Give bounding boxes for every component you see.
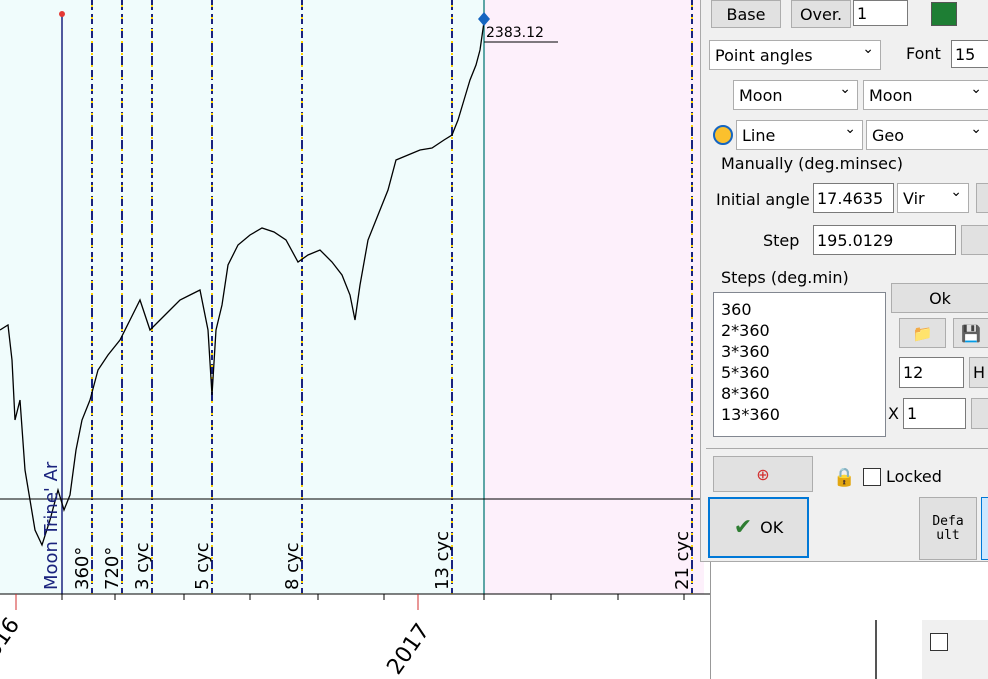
step-arrow-button[interactable] [961, 225, 988, 255]
x-ticks [15, 594, 685, 610]
over-input[interactable]: 1 [853, 0, 908, 26]
over-button[interactable]: Over. [791, 0, 851, 28]
cycle-label: Moon Trine' Ar [41, 461, 62, 590]
x-label: X [888, 404, 899, 423]
font-label: Font [906, 44, 941, 63]
start-marker [59, 11, 65, 17]
arrow-button[interactable] [976, 183, 988, 213]
open-button[interactable]: 📁 [899, 318, 946, 348]
font-input[interactable]: 15 [951, 40, 988, 68]
planet1-select[interactable]: Moon [733, 80, 858, 110]
manual-group-label: Manually (deg.minsec) [721, 154, 904, 173]
lock-icon: 🔒 [833, 467, 856, 488]
steps-item[interactable]: 5*360 [721, 363, 770, 382]
locked-label: Locked [886, 467, 942, 486]
step-label: Step [763, 231, 800, 250]
base-button[interactable]: Base [711, 0, 781, 28]
coord-select[interactable]: Geo [866, 120, 988, 150]
ok-small-button[interactable]: Ok [891, 283, 988, 313]
cycle-lines [61, 0, 693, 594]
sign-select[interactable]: Vir [897, 183, 969, 213]
ok-button[interactable]: ✔ OK [708, 497, 809, 558]
draw-mode-select[interactable]: Line [736, 120, 863, 150]
excel-icon[interactable] [931, 2, 957, 26]
cycle-label: 720° [102, 547, 123, 590]
ok-label: OK [760, 518, 784, 537]
checkbox[interactable] [930, 633, 948, 651]
locked-checkbox[interactable] [863, 468, 881, 486]
divider [875, 620, 877, 679]
h-button[interactable]: H [969, 357, 988, 388]
cycle-label: 3 cyc [132, 542, 153, 590]
initial-angle-input[interactable]: 17.4635 [813, 183, 894, 213]
angle-mode-select[interactable]: Point angles [709, 40, 881, 70]
o-button[interactable] [971, 398, 988, 429]
cycle-labels: Moon Trine' Ar 360° 720° 3 cyc 5 cyc 8 c… [41, 461, 693, 590]
count-input[interactable]: 12 [899, 357, 964, 388]
x-input[interactable]: 1 [903, 398, 966, 429]
steps-item[interactable]: 2*360 [721, 321, 770, 340]
dialog: Base Over. 1 Point angles Font 15 Moon M… [700, 0, 988, 562]
price-label: 2383.12 [486, 25, 544, 41]
future-bg [484, 0, 704, 594]
year-label: 2017 [382, 619, 435, 679]
price-marker [478, 12, 490, 26]
steps-group-label: Steps (deg.min) [721, 268, 849, 287]
cycle-label: 8 cyc [282, 542, 303, 590]
chart-bg [0, 0, 484, 594]
step-input[interactable]: 195.0129 [813, 225, 956, 255]
steps-item[interactable]: 3*360 [721, 342, 770, 361]
steps-list[interactable]: 360 2*360 3*360 5*360 8*360 13*360 [713, 292, 886, 437]
cycle-label: 5 cyc [192, 542, 213, 590]
year-label: 2016 [0, 613, 25, 673]
default-button[interactable]: Defa ult [919, 497, 977, 560]
steps-item[interactable]: 8*360 [721, 384, 770, 403]
steps-item[interactable]: 360 [721, 300, 752, 319]
save-button[interactable]: 💾 [953, 318, 988, 348]
steps-item[interactable]: 13*360 [721, 405, 780, 424]
color-icon[interactable] [713, 125, 733, 145]
cycle-label: 13 cyc [432, 531, 453, 590]
extra-button[interactable] [981, 497, 988, 560]
separator [706, 448, 988, 449]
target-button[interactable]: ⊕ [713, 456, 813, 492]
cycle-label: 360° [72, 547, 93, 590]
cycle-label: 21 cyc [672, 531, 693, 590]
initial-angle-label: Initial angle [716, 190, 810, 209]
planet2-select[interactable]: Moon [863, 80, 988, 110]
price-line [0, 21, 485, 547]
